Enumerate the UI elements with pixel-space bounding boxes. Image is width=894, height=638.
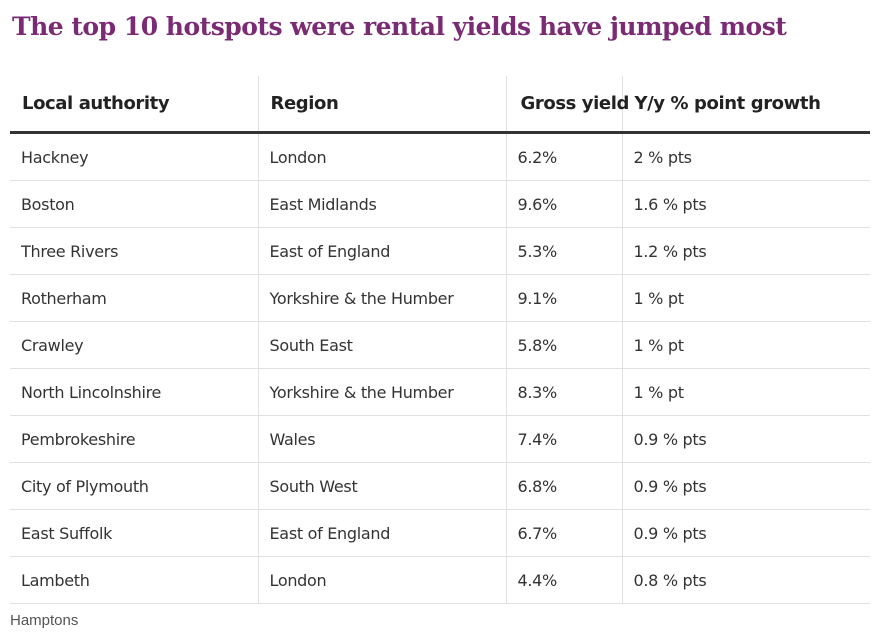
region-cell: Yorkshire & the Humber <box>258 368 507 416</box>
table-row: Rotherham Yorkshire & the Humber 9.1% 1 % p… <box>10 274 870 322</box>
data-table: Local authority Region Gross yield Y/y %… <box>10 76 870 604</box>
local-authority-cell: Rotherham <box>10 274 259 322</box>
gross-yield-cell: 9.1% <box>506 274 623 322</box>
yy-growth-cell: 0.8 % pts <box>622 556 870 604</box>
column-header-gross-yield: Gross yield <box>506 76 629 134</box>
gross-yield-cell: 5.8% <box>506 321 623 369</box>
local-authority-cell: Hackney <box>10 132 259 181</box>
region-cell: East of England <box>258 227 507 275</box>
header-row: Local authority Region Gross yield Y/y %… <box>10 76 870 134</box>
region-cell: East Midlands <box>258 180 507 228</box>
column-header-local-authority: Local authority <box>10 76 259 134</box>
local-authority-cell: Boston <box>10 180 259 228</box>
table-row: Crawley South East 5.8% 1 % pt <box>10 321 870 369</box>
gross-yield-cell: 9.6% <box>506 180 623 228</box>
local-authority-cell: East Suffolk <box>10 509 259 557</box>
table-body: Hackney London 6.2% 2 % pts Boston East Midla… <box>10 132 870 604</box>
yy-growth-cell: 1 % pt <box>622 321 870 369</box>
gross-yield-cell: 8.3% <box>506 368 623 416</box>
yy-growth-cell: 1 % pt <box>622 274 870 322</box>
column-header-region: Region <box>258 76 507 134</box>
local-authority-cell: Three Rivers <box>10 227 259 275</box>
chart-title: The top 10 hotspots were rental yields h… <box>12 12 787 41</box>
gross-yield-cell: 4.4% <box>506 556 623 604</box>
table-row: North Lincolnshire Yorkshire & the Humber… <box>10 368 870 416</box>
table-row: Three Rivers East of England 5.3% 1.2 % pts <box>10 227 870 275</box>
table-row: Pembrokeshire Wales 7.4% 0.9 % pts <box>10 415 870 463</box>
table-row: Lambeth London 4.4% 0.8 % pts <box>10 556 870 604</box>
region-cell: East of England <box>258 509 507 557</box>
gross-yield-cell: 7.4% <box>506 415 623 463</box>
region-cell: London <box>258 132 507 181</box>
yy-growth-cell: 1 % pt <box>622 368 870 416</box>
table-row: City of Plymouth South West 6.8% 0.9 % pts <box>10 462 870 510</box>
yy-growth-cell: 0.9 % pts <box>622 415 870 463</box>
gross-yield-cell: 5.3% <box>506 227 623 275</box>
table-row: East Suffolk East of England 6.7% 0.9 % pts <box>10 509 870 557</box>
yy-growth-cell: 1.6 % pts <box>622 180 870 228</box>
yy-growth-cell: 0.9 % pts <box>622 509 870 557</box>
region-cell: South East <box>258 321 507 369</box>
region-cell: Wales <box>258 415 507 463</box>
region-cell: Yorkshire & the Humber <box>258 274 507 322</box>
region-cell: South West <box>258 462 507 510</box>
yy-growth-cell: 0.9 % pts <box>622 462 870 510</box>
yy-growth-cell: 2 % pts <box>622 132 870 181</box>
local-authority-cell: City of Plymouth <box>10 462 259 510</box>
column-header-yy-growth: Y/y % point growth <box>622 76 870 134</box>
table-row: Hackney London 6.2% 2 % pts <box>10 132 870 181</box>
source-note: Hamptons <box>10 612 79 629</box>
gross-yield-cell: 6.2% <box>506 132 623 181</box>
local-authority-cell: Pembrokeshire <box>10 415 259 463</box>
yy-growth-cell: 1.2 % pts <box>622 227 870 275</box>
gross-yield-cell: 6.8% <box>506 462 623 510</box>
local-authority-cell: Lambeth <box>10 556 259 604</box>
local-authority-cell: Crawley <box>10 321 259 369</box>
gross-yield-cell: 6.7% <box>506 509 623 557</box>
local-authority-cell: North Lincolnshire <box>10 368 259 416</box>
region-cell: London <box>258 556 507 604</box>
table-row: Boston East Midlands 9.6% 1.6 % pts <box>10 180 870 228</box>
